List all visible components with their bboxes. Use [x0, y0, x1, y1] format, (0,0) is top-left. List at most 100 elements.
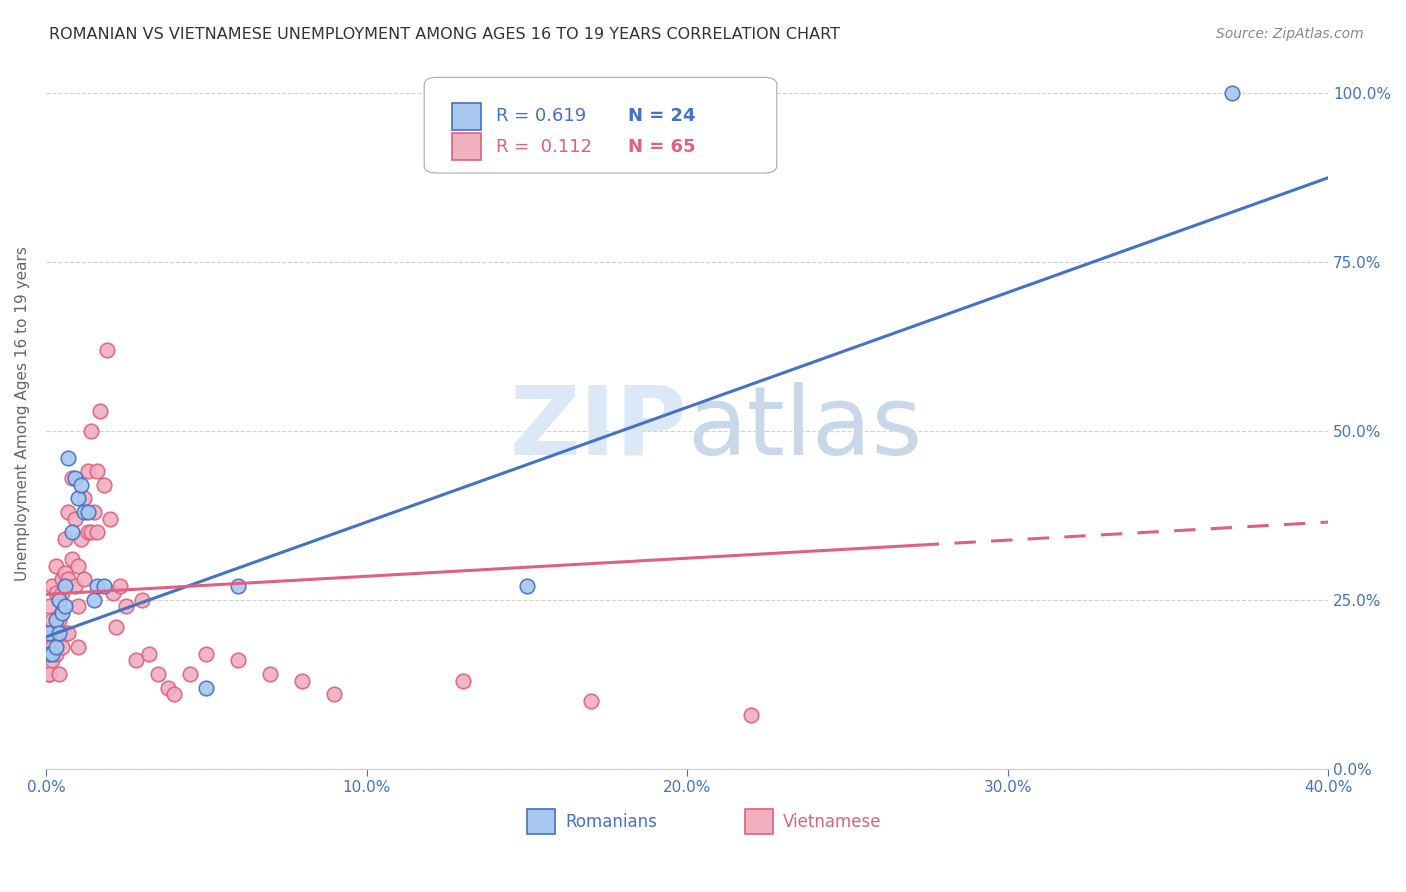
Point: [51, 640, 73, 654]
Point: [83, 592, 105, 607]
Point: [48, 626, 70, 640]
Point: [38, 599, 60, 614]
Point: [179, 667, 201, 681]
Point: [73, 505, 96, 519]
Point: [70, 532, 93, 546]
Point: [41, 579, 63, 593]
Point: [63, 512, 86, 526]
Point: [53, 566, 76, 580]
Point: [105, 620, 128, 634]
Point: [60, 471, 83, 485]
Point: [60, 525, 83, 540]
Point: [83, 505, 105, 519]
Point: [41, 640, 63, 654]
Point: [38, 626, 60, 640]
Point: [53, 532, 76, 546]
Point: [38, 667, 60, 681]
Point: [63, 471, 86, 485]
Point: [80, 525, 103, 540]
Point: [96, 343, 118, 357]
Text: Source: ZipAtlas.com: Source: ZipAtlas.com: [1216, 27, 1364, 41]
Bar: [527, 809, 555, 834]
Point: [76, 505, 98, 519]
Point: [48, 613, 70, 627]
Point: [38, 667, 60, 681]
FancyBboxPatch shape: [425, 78, 776, 173]
Point: [53, 626, 76, 640]
Point: [45, 640, 67, 654]
Point: [45, 559, 67, 574]
Point: [80, 424, 103, 438]
Point: [60, 552, 83, 566]
Point: [103, 586, 125, 600]
Point: [38, 640, 60, 654]
Point: [53, 599, 76, 614]
Point: [41, 647, 63, 661]
Y-axis label: Unemployment Among Ages 16 to 19 years: Unemployment Among Ages 16 to 19 years: [15, 246, 30, 582]
Bar: [453, 103, 481, 129]
Point: [38, 626, 60, 640]
Text: R =  0.112: R = 0.112: [496, 137, 592, 156]
Point: [76, 465, 98, 479]
Point: [1220, 87, 1243, 101]
Point: [108, 579, 131, 593]
Point: [86, 579, 108, 593]
Point: [516, 579, 538, 593]
Point: [138, 647, 160, 661]
Point: [86, 525, 108, 540]
Point: [48, 667, 70, 681]
Bar: [745, 809, 773, 834]
Point: [226, 579, 249, 593]
Point: [51, 586, 73, 600]
Point: [41, 653, 63, 667]
Text: R = 0.619: R = 0.619: [496, 107, 586, 125]
Point: [125, 653, 148, 667]
Point: [48, 592, 70, 607]
Point: [41, 613, 63, 627]
Point: [45, 586, 67, 600]
Point: [51, 573, 73, 587]
Text: ZIP: ZIP: [509, 382, 688, 475]
Text: N = 24: N = 24: [628, 107, 696, 125]
Point: [195, 647, 218, 661]
Text: atlas: atlas: [688, 382, 922, 475]
Point: [291, 673, 314, 688]
Point: [93, 478, 115, 492]
Point: [66, 559, 89, 574]
Point: [93, 579, 115, 593]
Point: [45, 613, 67, 627]
Point: [58, 505, 80, 519]
Point: [58, 573, 80, 587]
Point: [38, 647, 60, 661]
Point: [76, 525, 98, 540]
Point: [45, 626, 67, 640]
Point: [63, 579, 86, 593]
Point: [66, 599, 89, 614]
Point: [86, 465, 108, 479]
Point: [451, 673, 474, 688]
Point: [115, 599, 138, 614]
Point: [48, 592, 70, 607]
Point: [323, 687, 346, 701]
Point: [73, 573, 96, 587]
Text: N = 65: N = 65: [628, 137, 696, 156]
Point: [579, 694, 602, 708]
Bar: [453, 133, 481, 161]
Point: [45, 647, 67, 661]
Point: [195, 681, 218, 695]
Point: [146, 667, 169, 681]
Point: [51, 606, 73, 620]
Point: [73, 491, 96, 506]
Text: Romanians: Romanians: [565, 813, 657, 830]
Point: [131, 592, 153, 607]
Point: [740, 707, 762, 722]
Point: [58, 450, 80, 465]
Point: [70, 478, 93, 492]
Point: [53, 579, 76, 593]
Point: [66, 491, 89, 506]
Point: [226, 653, 249, 667]
Point: [98, 512, 121, 526]
Text: Vietnamese: Vietnamese: [783, 813, 882, 830]
Text: ROMANIAN VS VIETNAMESE UNEMPLOYMENT AMONG AGES 16 TO 19 YEARS CORRELATION CHART: ROMANIAN VS VIETNAMESE UNEMPLOYMENT AMON…: [49, 27, 841, 42]
Point: [89, 403, 111, 417]
